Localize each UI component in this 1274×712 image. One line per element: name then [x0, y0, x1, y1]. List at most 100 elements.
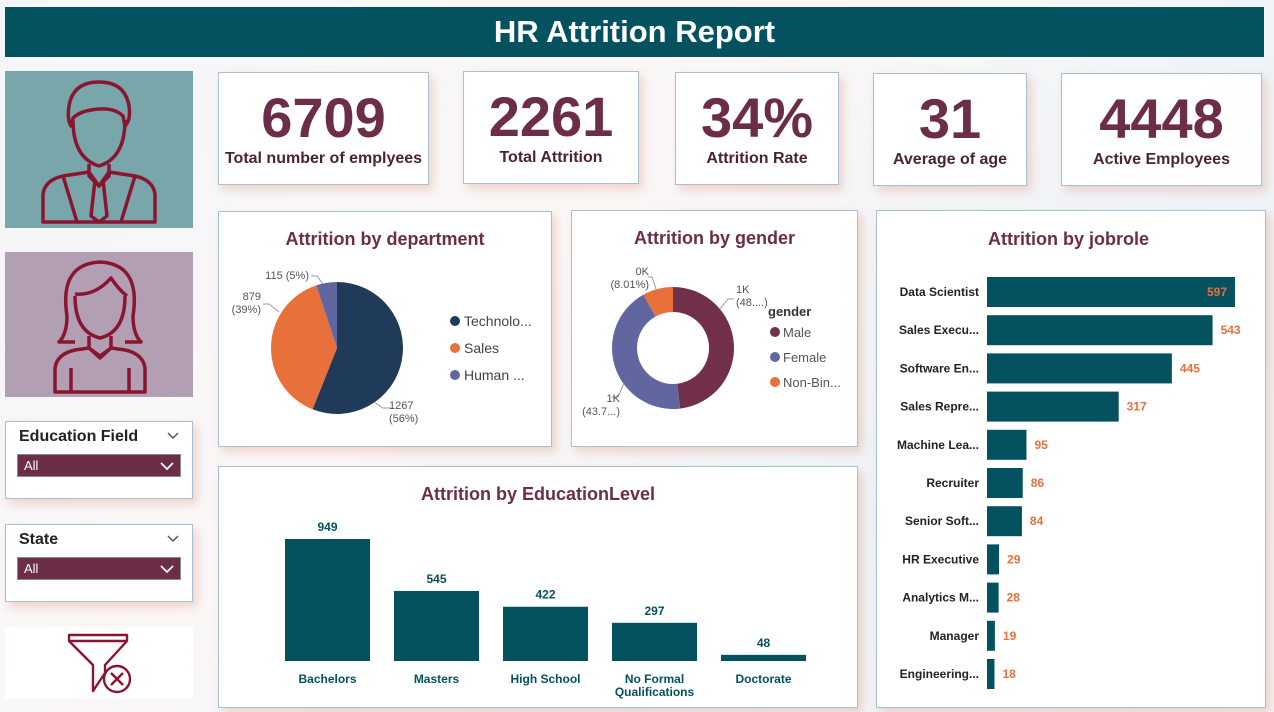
donut-slice: [643, 287, 673, 317]
male-employee-tile: [5, 71, 193, 228]
tick-label: HR Executive: [902, 552, 979, 566]
pie-slice: [312, 282, 403, 414]
bar: [987, 391, 1119, 422]
bar: [987, 315, 1213, 346]
bar: [612, 622, 697, 661]
bar: [721, 654, 806, 661]
tick-label: Sales Execu...: [899, 323, 979, 337]
education-field-slicer-title: Education Field: [19, 428, 139, 445]
kpi-total-attrition: 2261 Total Attrition: [463, 71, 639, 184]
data-label: 0K (8.01%): [610, 266, 649, 291]
bar: [987, 582, 999, 613]
tick-label: Doctorate: [735, 672, 791, 686]
bar: [285, 539, 370, 661]
legend-marker: [450, 370, 460, 380]
pie-slice: [271, 285, 337, 410]
data-label: 597: [1207, 285, 1227, 299]
education-field-slicer[interactable]: Education Field All: [5, 421, 193, 499]
kpi-label: Total Attrition: [499, 148, 603, 166]
tick-label: Recruiter: [926, 476, 979, 490]
bar: [987, 620, 995, 651]
data-label: 28: [1007, 591, 1021, 605]
leader-line: [311, 275, 324, 285]
female-employee-tile: [5, 252, 193, 397]
jobrole-chart-card[interactable]: Attrition by jobrole Data Scientist 597 Sa…: [876, 210, 1266, 708]
bar: [987, 544, 1000, 575]
bar: [987, 429, 1027, 460]
tick-label: Sales Repre...: [900, 400, 979, 414]
tick-label: Manager: [930, 629, 980, 643]
department-chart-card[interactable]: Attrition by department 1267 (56%) 879 (39%…: [218, 211, 552, 447]
leader-line: [373, 401, 391, 409]
legend-label: Non-Bin...: [783, 375, 841, 390]
legend-marker: [770, 377, 780, 387]
education-field-dropdown[interactable]: All: [17, 454, 181, 477]
data-label: 1K (48....): [736, 284, 768, 309]
leader-line: [612, 382, 625, 398]
legend-label: Human ...: [464, 367, 525, 383]
state-slicer-title: State: [19, 531, 59, 548]
kpi-label: Average of age: [892, 150, 1008, 168]
chart-title: Attrition by jobrole: [988, 229, 1149, 249]
chart-title: Attrition by department: [285, 229, 485, 249]
data-label: 1267 (56%): [389, 400, 418, 425]
tick-label: Software En...: [900, 361, 979, 375]
data-label: 1K (43.7...): [582, 393, 621, 418]
clear-filters-button[interactable]: [5, 627, 193, 699]
data-label: 84: [1030, 514, 1044, 528]
education-field-selected: All: [24, 458, 39, 473]
kpi-value: 34%: [700, 85, 814, 149]
leader-line: [719, 298, 734, 310]
chevron-down-icon: [160, 565, 174, 574]
donut-slice: [612, 294, 681, 409]
tick-label: Bachelors: [298, 672, 356, 686]
data-label: 86: [1031, 476, 1045, 490]
chart-title: Attrition by EducationLevel: [420, 484, 656, 504]
data-label: 949: [317, 520, 337, 534]
chart-title: Attrition by gender: [634, 228, 795, 248]
kpi-value: 31: [918, 86, 982, 150]
chevron-down-icon[interactable]: [166, 531, 180, 545]
chevron-down-icon[interactable]: [166, 428, 180, 442]
bar: [987, 277, 1235, 307]
data-label: 445: [1180, 361, 1200, 375]
leader-line: [263, 303, 280, 313]
data-label: 297: [644, 604, 664, 618]
gender-chart-card[interactable]: Attrition by gender 1K (48....) 1K (43.7...…: [571, 210, 858, 447]
kpi-label: Attrition Rate: [706, 149, 808, 167]
kpi-label: Active Employees: [1093, 150, 1230, 168]
data-label: 317: [1127, 400, 1147, 414]
state-slicer[interactable]: State All: [5, 524, 193, 602]
kpi-value: 2261: [488, 84, 614, 148]
education-level-bar-chart[interactable]: 949 Bachelors 545 Masters 422 High School 297 N…: [219, 467, 859, 709]
data-label: 18: [1002, 667, 1016, 681]
data-label: 95: [1034, 438, 1048, 452]
tick-label: Analytics M...: [902, 591, 979, 605]
tick-label: Masters: [414, 672, 460, 686]
bar: [987, 353, 1172, 384]
gender-donut-chart[interactable]: 1K (48....) 1K (43.7...) 0K (8.01%) gender Male…: [572, 211, 859, 448]
report-title-banner: HR Attrition Report: [5, 7, 1264, 57]
male-employee-icon: [41, 80, 157, 224]
education-level-chart-card[interactable]: Attrition by EducationLevel 949 Bachelors…: [218, 466, 858, 708]
bar: [987, 506, 1022, 537]
legend-marker: [450, 316, 460, 326]
tick-label: High School: [511, 672, 581, 686]
clear-filter-icon: [67, 633, 132, 694]
department-pie-chart[interactable]: 1267 (56%) 879 (39%) 115 (5%) Technolo... Sale…: [219, 212, 553, 448]
kpi-active-employees: 4448 Active Employees: [1061, 73, 1262, 186]
kpi-total-employees: 6709 Total number of emplyees: [218, 72, 429, 185]
bar: [503, 606, 588, 661]
bar: [987, 468, 1023, 498]
data-label: 19: [1003, 629, 1017, 643]
legend-marker: [770, 352, 780, 362]
state-dropdown[interactable]: All: [17, 557, 181, 580]
legend-title: gender: [768, 304, 811, 319]
data-label: 48: [757, 636, 771, 650]
legend-label: Male: [783, 325, 811, 340]
female-employee-icon: [53, 260, 147, 394]
kpi-average-age: 31 Average of age: [873, 73, 1027, 186]
kpi-value: 6709: [261, 85, 386, 149]
jobrole-bar-chart[interactable]: Data Scientist 597 Sales Execu... 543 Softwa…: [877, 211, 1267, 709]
data-label: 879 (39%): [232, 291, 261, 316]
